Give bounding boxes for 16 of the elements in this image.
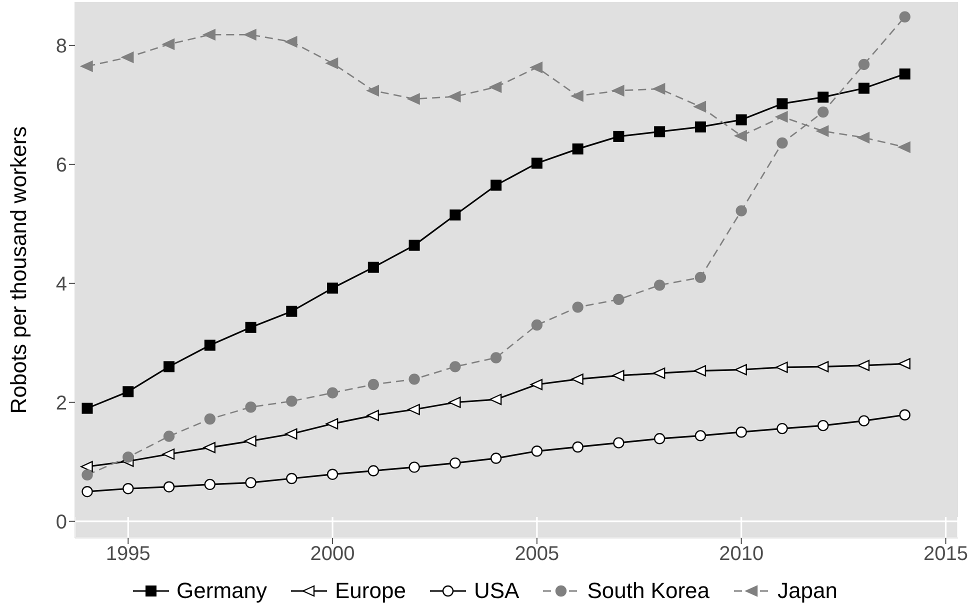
y-axis-title: Robots per thousand workers bbox=[6, 126, 31, 414]
x-tick-label: 2015 bbox=[923, 543, 968, 566]
y-tick-label: 0 bbox=[56, 511, 67, 534]
y-tick-label: 2 bbox=[56, 392, 67, 414]
legend-label: South Korea bbox=[587, 578, 710, 604]
legend-label: USA bbox=[474, 578, 520, 604]
y-tick-label: 8 bbox=[56, 36, 67, 58]
x-tick-label: 2000 bbox=[310, 543, 355, 566]
legend-label: Japan bbox=[778, 578, 838, 604]
y-tick-label: 6 bbox=[56, 154, 67, 177]
y-tick-label: 4 bbox=[56, 273, 67, 296]
x-tick-label: 1995 bbox=[106, 543, 150, 566]
x-tick-label: 2005 bbox=[514, 543, 560, 566]
x-tick-label: 2010 bbox=[719, 543, 764, 566]
legend-label: Germany bbox=[176, 578, 267, 604]
legend-label: Europe bbox=[335, 578, 406, 604]
